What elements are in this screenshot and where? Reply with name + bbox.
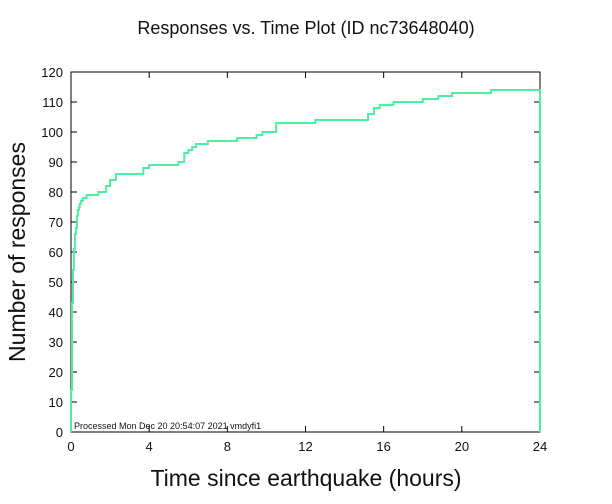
x-tick-label: 12 [298, 439, 312, 454]
x-tick-label: 20 [455, 439, 469, 454]
y-tick-label: 10 [49, 395, 63, 410]
y-tick-label: 90 [49, 155, 63, 170]
y-tick-label: 0 [56, 425, 63, 440]
processed-annotation: Processed Mon Dec 20 20:54:07 2021 vmdyf… [74, 421, 261, 431]
y-tick-label: 30 [49, 335, 63, 350]
y-tick-label: 60 [49, 245, 63, 260]
x-tick-label: 0 [67, 439, 74, 454]
y-axis: 0 10 20 30 40 50 60 70 80 90 100 110 120 [41, 65, 540, 440]
y-tick-label: 80 [49, 185, 63, 200]
y-tick-label: 40 [49, 305, 63, 320]
x-tick-label: 4 [146, 439, 153, 454]
plot-frame [70, 71, 541, 433]
y-axis-label: Number of responses [4, 142, 30, 362]
chart-title: Responses vs. Time Plot (ID nc73648040) [137, 18, 474, 38]
y-tick-label: 70 [49, 215, 63, 230]
y-tick-label: 120 [41, 65, 63, 80]
y-tick-label: 110 [42, 95, 63, 110]
x-tick-label: 16 [376, 439, 390, 454]
x-tick-label: 24 [533, 439, 547, 454]
y-tick-label: 100 [41, 125, 63, 140]
series-group [70, 89, 541, 432]
x-tick-label: 8 [224, 439, 231, 454]
responses-line-0 [70, 89, 541, 432]
x-axis: 0 4 8 12 16 20 24 [67, 72, 547, 454]
y-tick-label: 50 [49, 275, 63, 290]
x-axis-label: Time since earthquake (hours) [150, 465, 461, 491]
y-tick-label: 20 [49, 365, 63, 380]
